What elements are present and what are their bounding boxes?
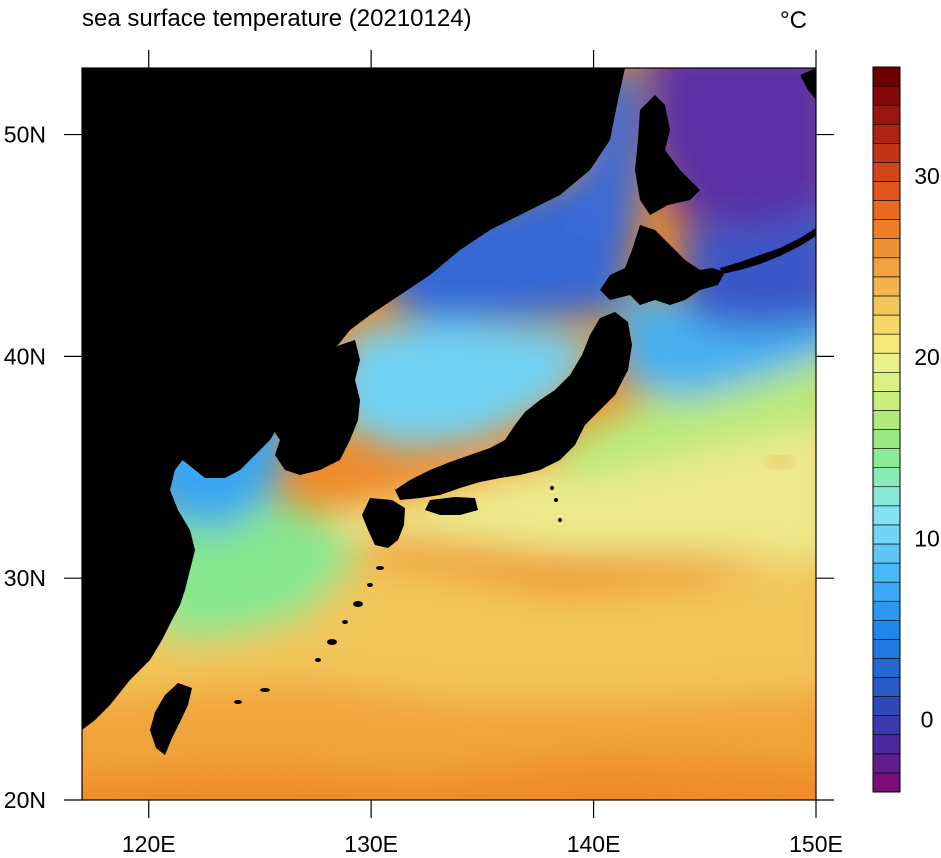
warm-eddy xyxy=(768,457,792,467)
colorbar-tick-label: 30 xyxy=(914,163,940,189)
colorbar-bin xyxy=(872,410,901,430)
land-taiwan xyxy=(150,683,192,755)
colorbar-bin xyxy=(872,772,901,793)
colorbar-bin xyxy=(872,696,901,716)
land-honshu xyxy=(395,312,632,500)
ocean-transition xyxy=(560,350,816,480)
colorbar-bin xyxy=(872,123,901,144)
colorbar-bin xyxy=(872,314,901,335)
colorbar-bin xyxy=(872,619,901,640)
land-sakhalin xyxy=(635,95,700,215)
colorbar-frame xyxy=(872,66,901,793)
colorbar-bin xyxy=(872,276,901,297)
colorbar-tick-label: 10 xyxy=(914,525,940,551)
colorbar-tick-label: 20 xyxy=(914,344,940,370)
colorbar-bin xyxy=(872,734,901,755)
colorbar-bin xyxy=(872,391,901,411)
colorbar-bin xyxy=(872,562,901,583)
land-kyushu xyxy=(362,498,405,548)
x-tick-label: 150E xyxy=(789,831,843,857)
map-area xyxy=(82,68,816,800)
map-axis-ticks: 120E 130E 140E 150E 20N 30N 40N 50N xyxy=(4,50,843,857)
map-frame xyxy=(81,67,817,801)
colorbar-bin xyxy=(872,543,901,564)
colorbar-bin xyxy=(872,505,901,526)
colorbar-bin xyxy=(872,753,901,774)
colorbar-bin xyxy=(872,581,901,602)
land-kuril-islands xyxy=(720,228,816,274)
colorbar-bin xyxy=(872,181,901,201)
colorbar-bin xyxy=(872,162,901,182)
colorbar-bin xyxy=(872,371,901,392)
colorbar-bin xyxy=(872,639,901,659)
x-tick-label: 120E xyxy=(122,831,176,857)
colorbar-bin xyxy=(872,219,901,240)
land-hokkaido xyxy=(600,225,725,305)
colorbar-bin xyxy=(872,486,901,507)
colorbar-bin xyxy=(872,257,901,278)
colorbar-bin xyxy=(872,352,901,373)
colorbar-bin xyxy=(872,658,901,678)
colorbar-bin xyxy=(872,524,901,545)
land-korea xyxy=(262,340,360,475)
colorbar-bin xyxy=(872,333,901,354)
colorbar-bin xyxy=(872,467,901,488)
colorbar-bin xyxy=(872,143,901,163)
land xyxy=(82,68,816,755)
colorbar-bin xyxy=(872,295,901,316)
colorbar xyxy=(872,66,901,793)
land-izu-islands xyxy=(550,486,562,522)
colorbar-bin xyxy=(872,66,901,87)
colorbar-bin xyxy=(872,85,901,106)
ocean-north-pacific-cold xyxy=(680,206,816,330)
land-shikoku xyxy=(425,497,478,515)
colorbar-bin xyxy=(872,715,901,736)
colorbar-bin xyxy=(872,677,901,697)
y-tick-label: 50N xyxy=(4,122,46,148)
ocean-tatar-strait xyxy=(570,70,640,240)
colorbar-tick-label: 0 xyxy=(921,707,934,733)
colorbar-bin xyxy=(872,238,901,259)
land-ryukyu-islands xyxy=(234,566,384,704)
units-label: °C xyxy=(780,7,807,34)
y-tick-label: 40N xyxy=(4,343,46,369)
colorbar-bin xyxy=(872,104,901,125)
y-tick-label: 20N xyxy=(4,787,46,813)
colorbar-bin xyxy=(872,448,901,468)
colorbar-ticks: 0 10 20 30 xyxy=(914,163,940,733)
ocean-east-china-sea xyxy=(150,490,360,640)
land-kamchatka xyxy=(800,68,816,100)
y-tick-label: 30N xyxy=(4,565,46,591)
colorbar-bin xyxy=(872,600,901,621)
land-asia-mainland xyxy=(82,68,625,730)
ocean-sea-of-japan-south xyxy=(330,320,600,450)
colorbar-bin xyxy=(872,200,901,220)
x-tick-label: 130E xyxy=(344,831,398,857)
colorbar-bin xyxy=(872,429,901,449)
map-title: sea surface temperature (20210124) xyxy=(82,5,472,32)
x-tick-label: 140E xyxy=(567,831,621,857)
